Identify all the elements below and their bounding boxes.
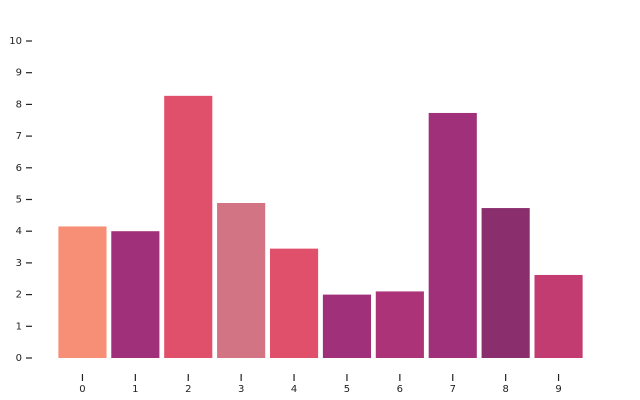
y-tick-label: 0 — [16, 353, 22, 364]
y-tick-label: 10 — [9, 36, 22, 47]
x-tick-label: 5 — [344, 384, 350, 395]
y-tick-label: 3 — [16, 258, 22, 269]
x-tick-label: 4 — [291, 384, 297, 395]
x-tick-label: 7 — [450, 384, 456, 395]
bar — [58, 226, 107, 358]
bar — [481, 208, 530, 358]
x-tick-label: 1 — [132, 384, 138, 395]
y-tick-label: 6 — [16, 163, 22, 174]
x-tick-label: 0 — [79, 384, 85, 395]
bar — [534, 274, 583, 358]
y-tick-label: 1 — [16, 321, 22, 332]
bar — [164, 95, 213, 358]
bar — [269, 248, 319, 358]
bar — [428, 112, 477, 358]
bar — [322, 294, 372, 358]
y-tick-label: 5 — [16, 195, 22, 206]
y-tick-label: 7 — [16, 131, 22, 142]
x-tick-label: 6 — [397, 384, 403, 395]
bar — [375, 291, 424, 358]
x-tick-label: 8 — [502, 384, 508, 395]
bar — [111, 231, 160, 358]
x-tick-label: 3 — [238, 384, 244, 395]
bar — [217, 202, 266, 358]
y-tick-label: 9 — [16, 68, 22, 79]
y-tick-label: 2 — [16, 290, 22, 301]
x-tick-label: 9 — [555, 384, 561, 395]
x-tick-label: 2 — [185, 384, 191, 395]
y-tick-label: 8 — [16, 99, 22, 110]
y-tick-label: 4 — [16, 226, 22, 237]
